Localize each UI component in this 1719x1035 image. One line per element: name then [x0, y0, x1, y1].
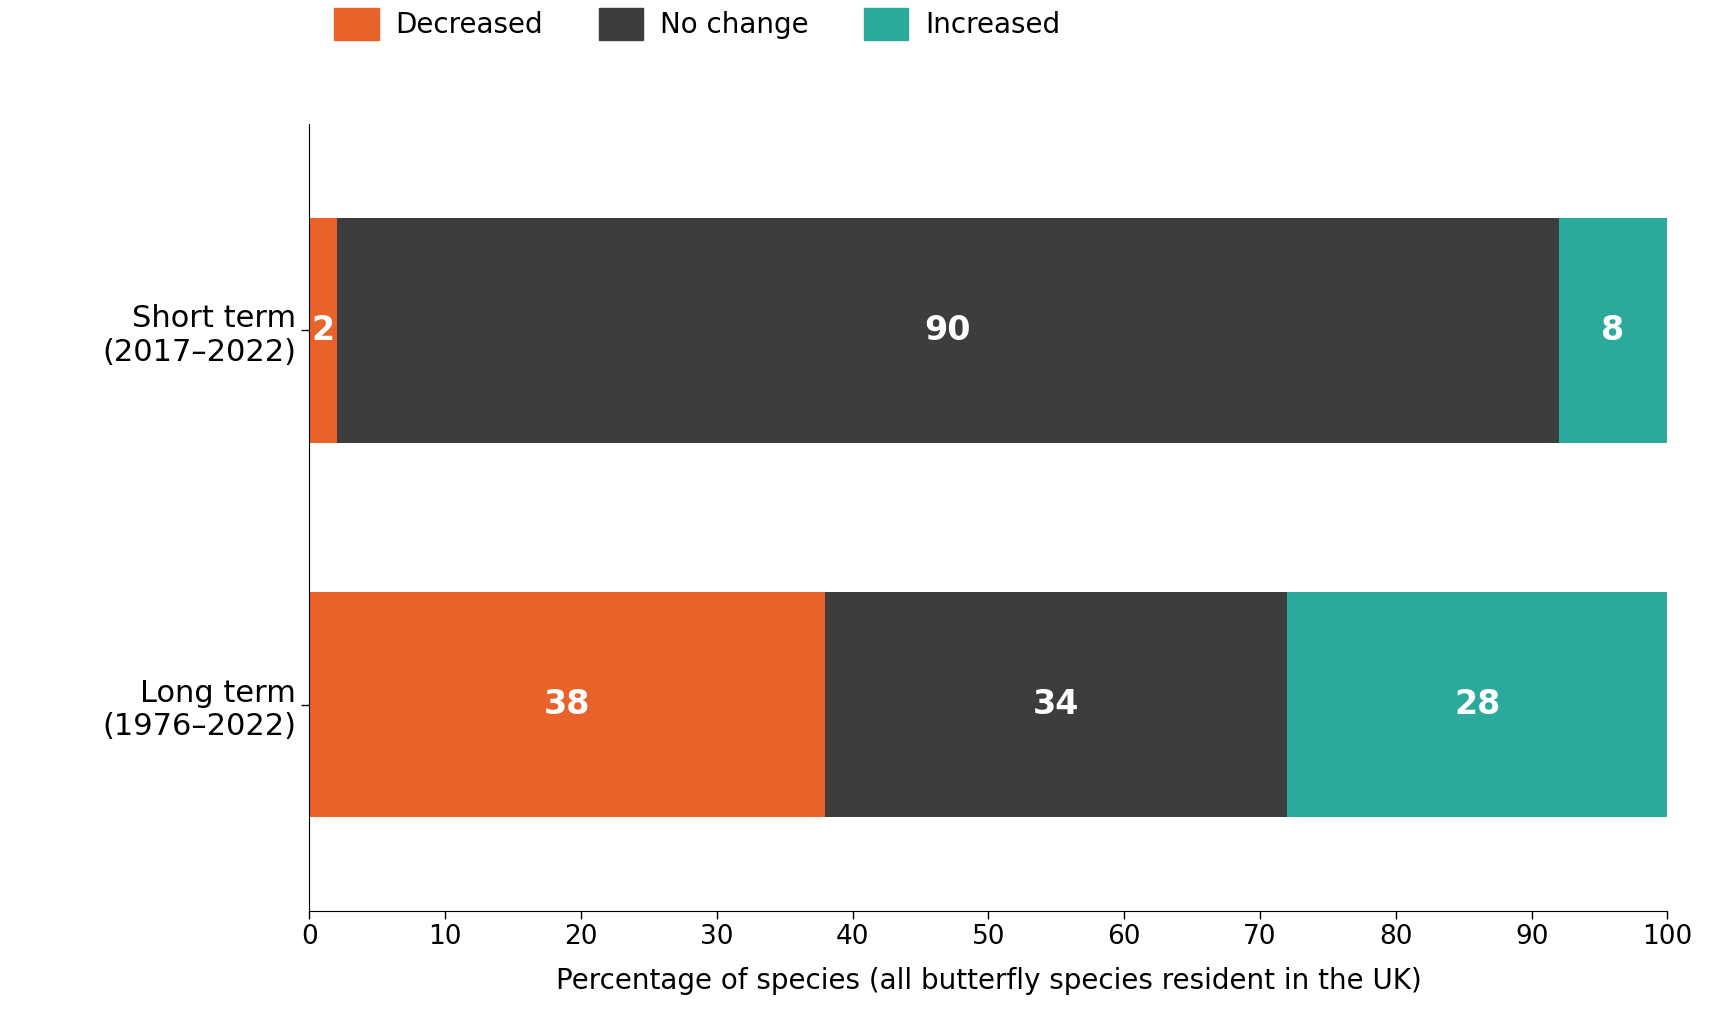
Text: 34: 34: [1033, 688, 1080, 721]
Bar: [1288, 592, 1667, 818]
Text: 2: 2: [311, 314, 335, 347]
Bar: [309, 592, 825, 818]
Text: 38: 38: [545, 688, 591, 721]
Legend: Decreased, No change, Increased: Decreased, No change, Increased: [323, 0, 1071, 51]
X-axis label: Percentage of species (all butterfly species resident in the UK): Percentage of species (all butterfly spe…: [555, 967, 1422, 995]
Bar: [309, 217, 337, 443]
Bar: [1559, 217, 1667, 443]
Text: 8: 8: [1602, 314, 1624, 347]
Bar: [337, 217, 1559, 443]
Text: 28: 28: [1454, 688, 1501, 721]
Text: 90: 90: [925, 314, 971, 347]
Bar: [825, 592, 1288, 818]
